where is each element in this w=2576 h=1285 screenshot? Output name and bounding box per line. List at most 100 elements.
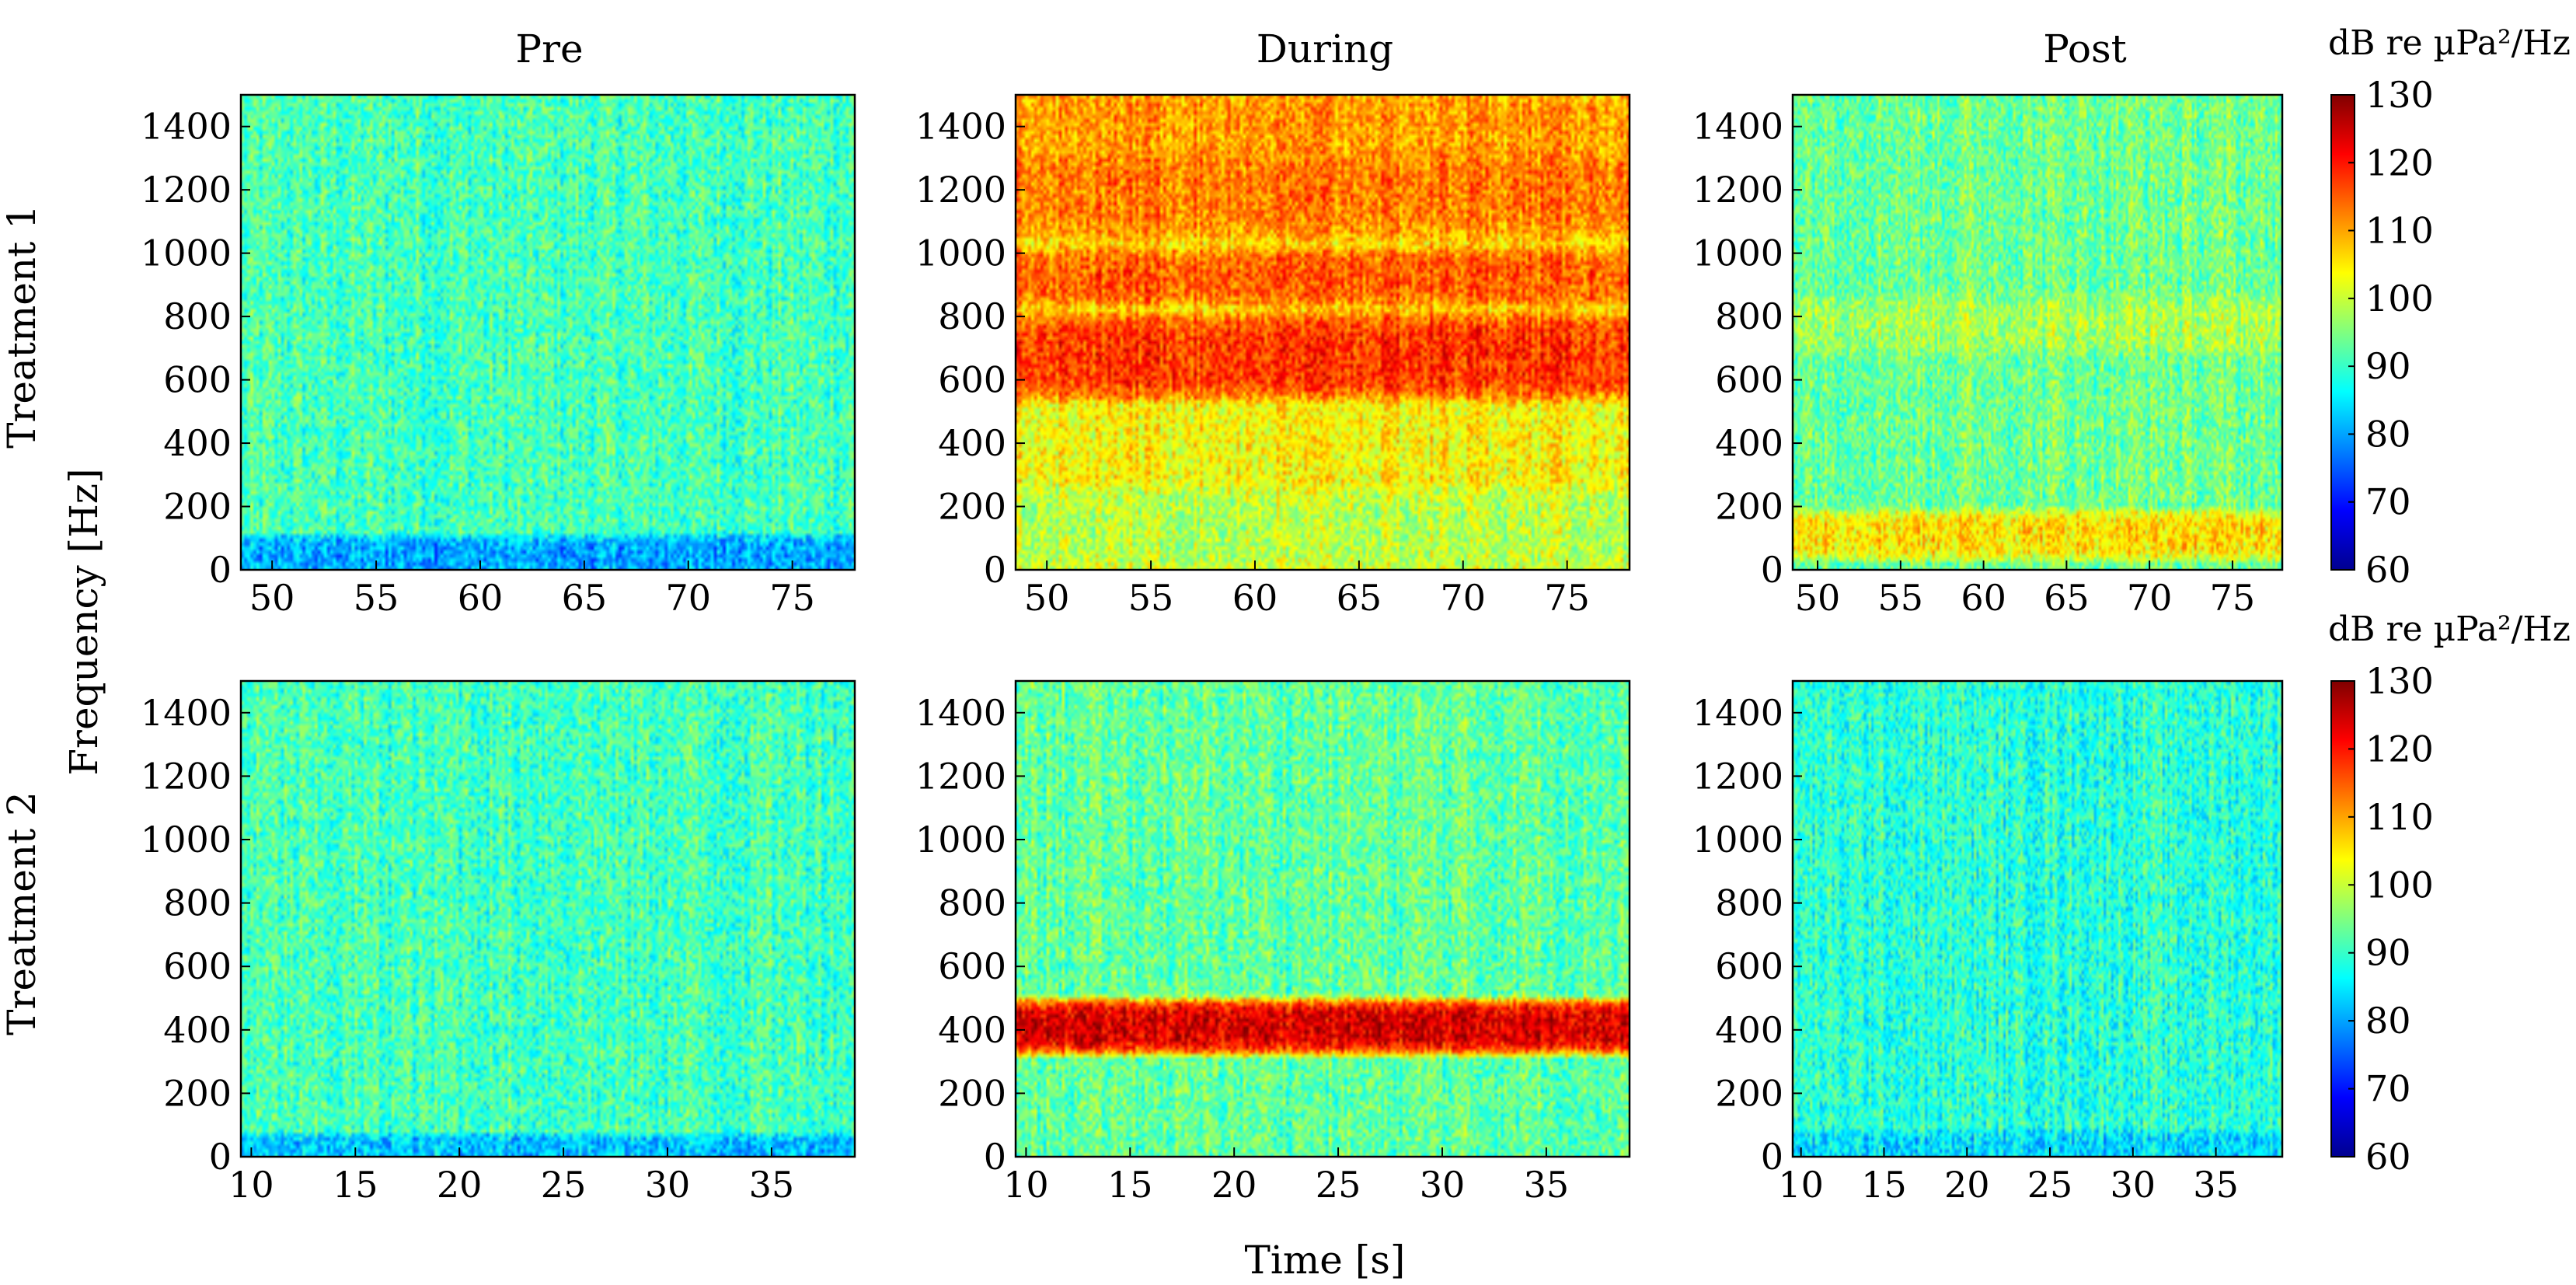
x-tick-label: 35 bbox=[1524, 1164, 1570, 1206]
y-tick-label: 1400 bbox=[1692, 106, 1783, 148]
x-tick-label: 50 bbox=[1024, 577, 1070, 619]
y-tick-label: 800 bbox=[1715, 882, 1783, 924]
x-tick-label: 55 bbox=[1878, 577, 1924, 619]
x-tick-label: 70 bbox=[2127, 577, 2173, 619]
x-tick-label: 35 bbox=[749, 1164, 795, 1206]
x-tick-label: 60 bbox=[1232, 577, 1278, 619]
x-tick-label: 15 bbox=[1107, 1164, 1153, 1206]
y-tick-label: 0 bbox=[209, 1136, 232, 1178]
y-tick-label: 600 bbox=[163, 945, 232, 987]
x-tick-label: 65 bbox=[1337, 577, 1382, 619]
y-tick-label: 1200 bbox=[141, 755, 232, 797]
spectrogram-image bbox=[241, 681, 855, 1157]
colorbar-tick-label: 70 bbox=[2365, 1068, 2411, 1110]
x-tick-label: 65 bbox=[2044, 577, 2090, 619]
x-tick-label: 10 bbox=[1778, 1164, 1824, 1206]
colorbar-tick-label: 110 bbox=[2365, 210, 2434, 252]
x-tick-label: 15 bbox=[333, 1164, 378, 1206]
x-tick-label: 50 bbox=[1795, 577, 1841, 619]
panel-treatment-1-pre: 0 200 400 600 800 1000 1200 1400 50 55 60 65 70 75 bbox=[141, 93, 856, 619]
colorbar-tick-label: 80 bbox=[2365, 1000, 2411, 1042]
x-tick-label: 20 bbox=[1944, 1164, 1990, 1206]
y-tick-label: 200 bbox=[1715, 486, 1783, 528]
y-tick-label: 400 bbox=[163, 422, 232, 464]
colorbar-tick-label: 60 bbox=[2365, 1136, 2411, 1178]
x-axis-label: Time [s] bbox=[1245, 1238, 1406, 1283]
y-tick-label: 800 bbox=[938, 295, 1006, 337]
x-tick-label: 60 bbox=[458, 577, 504, 619]
y-tick-label: 0 bbox=[984, 1136, 1006, 1178]
x-tick-label: 75 bbox=[1544, 577, 1590, 619]
colorbar-tick-label: 90 bbox=[2365, 345, 2411, 387]
panel-frame bbox=[1014, 679, 1631, 1158]
y-tick-label: 0 bbox=[209, 549, 232, 591]
x-tick-label: 30 bbox=[2111, 1164, 2156, 1206]
col-title-pre: Pre bbox=[515, 26, 583, 72]
panel-treatment-1-post: 0 200 400 600 800 1000 1200 1400 50 55 60 65 70 75 bbox=[1692, 93, 2284, 619]
x-tick-label: 30 bbox=[1420, 1164, 1466, 1206]
colorbar-tick-label: 120 bbox=[2365, 141, 2434, 183]
x-tick-label: 65 bbox=[562, 577, 608, 619]
panel-frame bbox=[239, 93, 856, 571]
colorbar-gradient bbox=[2330, 94, 2355, 571]
y-tick-label: 1400 bbox=[915, 106, 1006, 148]
colorbars-group: 60 70 80 90 100 110 120 130 dB re µPa²/Hz 60 70 80 9… bbox=[2328, 23, 2571, 1178]
colorbar-treatment-1: 60 70 80 90 100 110 120 130 dB re µPa²/Hz bbox=[2328, 23, 2571, 591]
colorbar-tick-label: 80 bbox=[2365, 413, 2411, 455]
y-tick-label: 1000 bbox=[915, 819, 1006, 861]
y-tick-label: 1400 bbox=[141, 106, 232, 148]
x-tick-label: 75 bbox=[769, 577, 815, 619]
colorbar-tick-label: 60 bbox=[2365, 549, 2411, 591]
spectrogram-image bbox=[1793, 95, 2282, 570]
colorbar-tick-label: 130 bbox=[2365, 74, 2434, 116]
x-tick-label: 35 bbox=[2193, 1164, 2239, 1206]
x-tick-label: 10 bbox=[228, 1164, 274, 1206]
y-tick-label: 1000 bbox=[141, 232, 232, 274]
y-tick-label: 400 bbox=[938, 422, 1006, 464]
y-tick-label: 600 bbox=[163, 359, 232, 401]
y-tick-label: 400 bbox=[938, 1009, 1006, 1051]
panel-frame bbox=[239, 679, 856, 1158]
y-tick-label: 0 bbox=[1761, 549, 1783, 591]
y-tick-label: 800 bbox=[938, 882, 1006, 924]
y-tick-label: 200 bbox=[163, 486, 232, 528]
y-tick-label: 1000 bbox=[915, 232, 1006, 274]
spectrogram-image bbox=[1016, 681, 1630, 1157]
y-tick-label: 200 bbox=[1715, 1072, 1783, 1114]
colorbar-tick-label: 90 bbox=[2365, 932, 2411, 974]
x-tick-label: 50 bbox=[249, 577, 295, 619]
panel-frame bbox=[1791, 93, 2284, 571]
y-tick-label: 800 bbox=[163, 295, 232, 337]
panel-treatment-1-during: 0 200 400 600 800 1000 1200 1400 50 55 60 65 70 75 bbox=[915, 93, 1631, 619]
y-tick-label: 1400 bbox=[915, 692, 1006, 734]
row-label-treatment-2: Treatment 2 bbox=[0, 791, 44, 1035]
y-tick-label: 1400 bbox=[141, 692, 232, 734]
y-tick-label: 1200 bbox=[915, 755, 1006, 797]
y-tick-label: 400 bbox=[163, 1009, 232, 1051]
y-tick-label: 400 bbox=[1715, 422, 1783, 464]
panel-treatment-2-during: 0 200 400 600 800 1000 1200 1400 10 15 20 25 30 35 bbox=[915, 679, 1631, 1206]
y-tick-label: 0 bbox=[984, 549, 1006, 591]
x-tick-label: 55 bbox=[354, 577, 399, 619]
x-tick-label: 25 bbox=[541, 1164, 587, 1206]
y-axis-label: Frequency [Hz] bbox=[61, 468, 106, 775]
panel-frame bbox=[1014, 93, 1631, 571]
y-tick-label: 200 bbox=[938, 1072, 1006, 1114]
y-tick-label: 800 bbox=[163, 882, 232, 924]
y-tick-label: 1400 bbox=[1692, 692, 1783, 734]
x-tick-label: 70 bbox=[1440, 577, 1486, 619]
colorbar-tick-label: 110 bbox=[2365, 796, 2434, 838]
colorbar-tick-label: 130 bbox=[2365, 660, 2434, 702]
x-tick-label: 25 bbox=[1316, 1164, 1361, 1206]
panel-treatment-2-pre: 0 200 400 600 800 1000 1200 1400 10 15 20 25 30 35 bbox=[141, 679, 856, 1206]
x-tick-label: 20 bbox=[1211, 1164, 1257, 1206]
y-tick-label: 200 bbox=[163, 1072, 232, 1114]
y-tick-label: 800 bbox=[1715, 295, 1783, 337]
y-tick-label: 1200 bbox=[1692, 169, 1783, 211]
colorbar-label: dB re µPa²/Hz bbox=[2328, 609, 2571, 649]
y-tick-label: 1200 bbox=[915, 169, 1006, 211]
x-tick-label: 30 bbox=[645, 1164, 691, 1206]
spectrogram-image bbox=[241, 95, 855, 570]
